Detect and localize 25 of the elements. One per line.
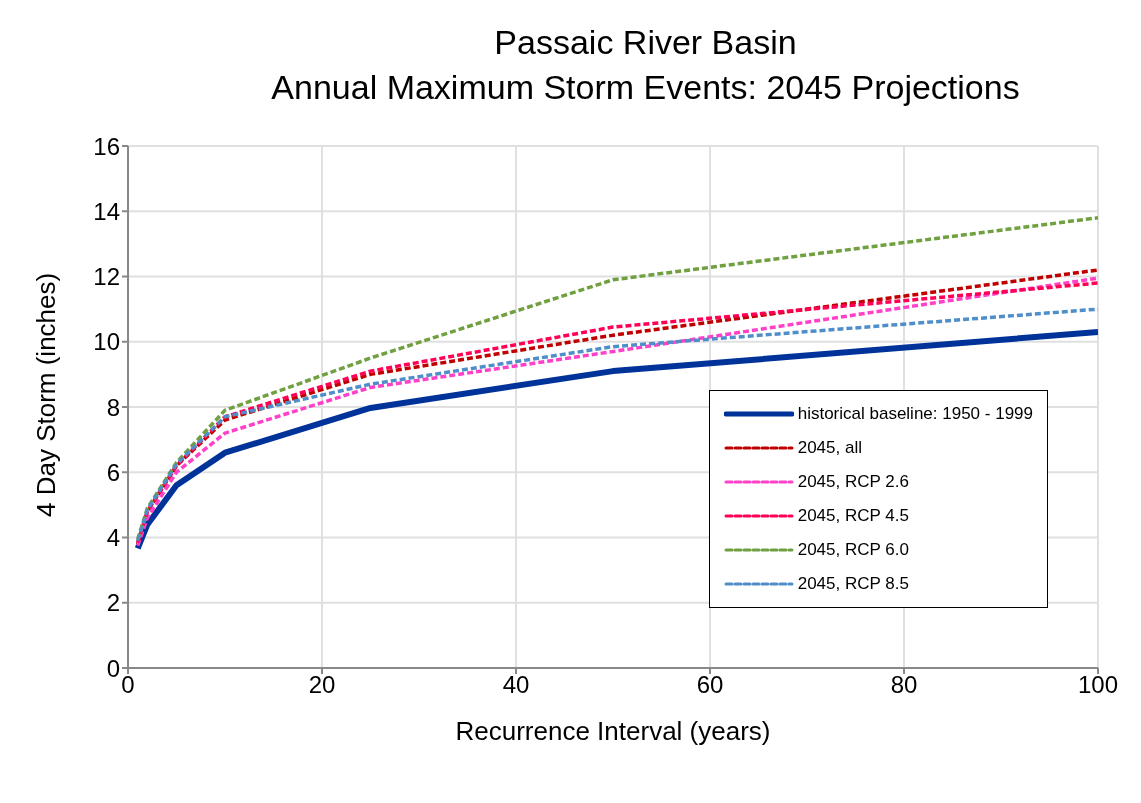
y-tick-label: 4 (106, 524, 120, 552)
legend-label: 2045, RCP 2.6 (797, 472, 909, 492)
x-tick-label: 40 (502, 671, 530, 699)
legend-label: 2045, all (797, 438, 862, 458)
chart-title: Passaic River Basin (493, 22, 798, 63)
chart-subtitle: Annual Maximum Storm Events: 2045 Projections (270, 67, 1021, 108)
y-tick-label: 6 (106, 458, 120, 486)
y-tick-label: 0 (106, 654, 120, 682)
x-tick-label: 20 (308, 671, 336, 699)
y-tick-label: 14 (93, 197, 120, 225)
y-tick-label: 8 (106, 393, 120, 421)
legend-label: 2045, RCP 4.5 (797, 506, 909, 526)
legend-label: 2045, RCP 6.0 (797, 540, 909, 560)
y-tick-label: 12 (93, 263, 120, 291)
x-axis-title: Recurrence Interval (years) (455, 716, 771, 746)
y-tick-label: 16 (93, 132, 120, 160)
legend-label: historical baseline: 1950 - 1999 (797, 404, 1033, 424)
y-axis-title: 4 Day Storm (inches) (31, 272, 62, 517)
x-tick-label: 100 (1077, 671, 1119, 699)
line-series (135, 216, 1098, 541)
x-tick-label: 80 (890, 671, 918, 699)
x-tick-label: 60 (696, 671, 724, 699)
y-tick-label: 2 (106, 589, 120, 617)
y-tick-label: 10 (93, 328, 120, 356)
legend-label: 2045, RCP 8.5 (797, 574, 909, 594)
